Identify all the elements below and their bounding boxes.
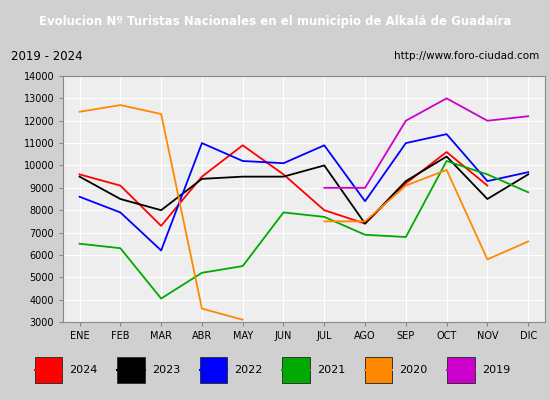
Text: Evolucion Nº Turistas Nacionales en el municipio de Alkalá de Guadaíra: Evolucion Nº Turistas Nacionales en el m… (39, 14, 511, 28)
Text: 2021: 2021 (317, 365, 345, 375)
Text: 2022: 2022 (234, 365, 263, 375)
Bar (448, 357, 475, 383)
Bar (283, 357, 310, 383)
Bar (35, 357, 62, 383)
Text: 2019: 2019 (482, 365, 510, 375)
Bar (118, 357, 145, 383)
Bar (200, 357, 227, 383)
Text: 2024: 2024 (69, 365, 98, 375)
Text: http://www.foro-ciudad.com: http://www.foro-ciudad.com (394, 51, 539, 61)
Text: 2019 - 2024: 2019 - 2024 (11, 50, 82, 62)
Bar (365, 357, 392, 383)
Text: 2023: 2023 (152, 365, 180, 375)
Text: 2020: 2020 (399, 365, 428, 375)
